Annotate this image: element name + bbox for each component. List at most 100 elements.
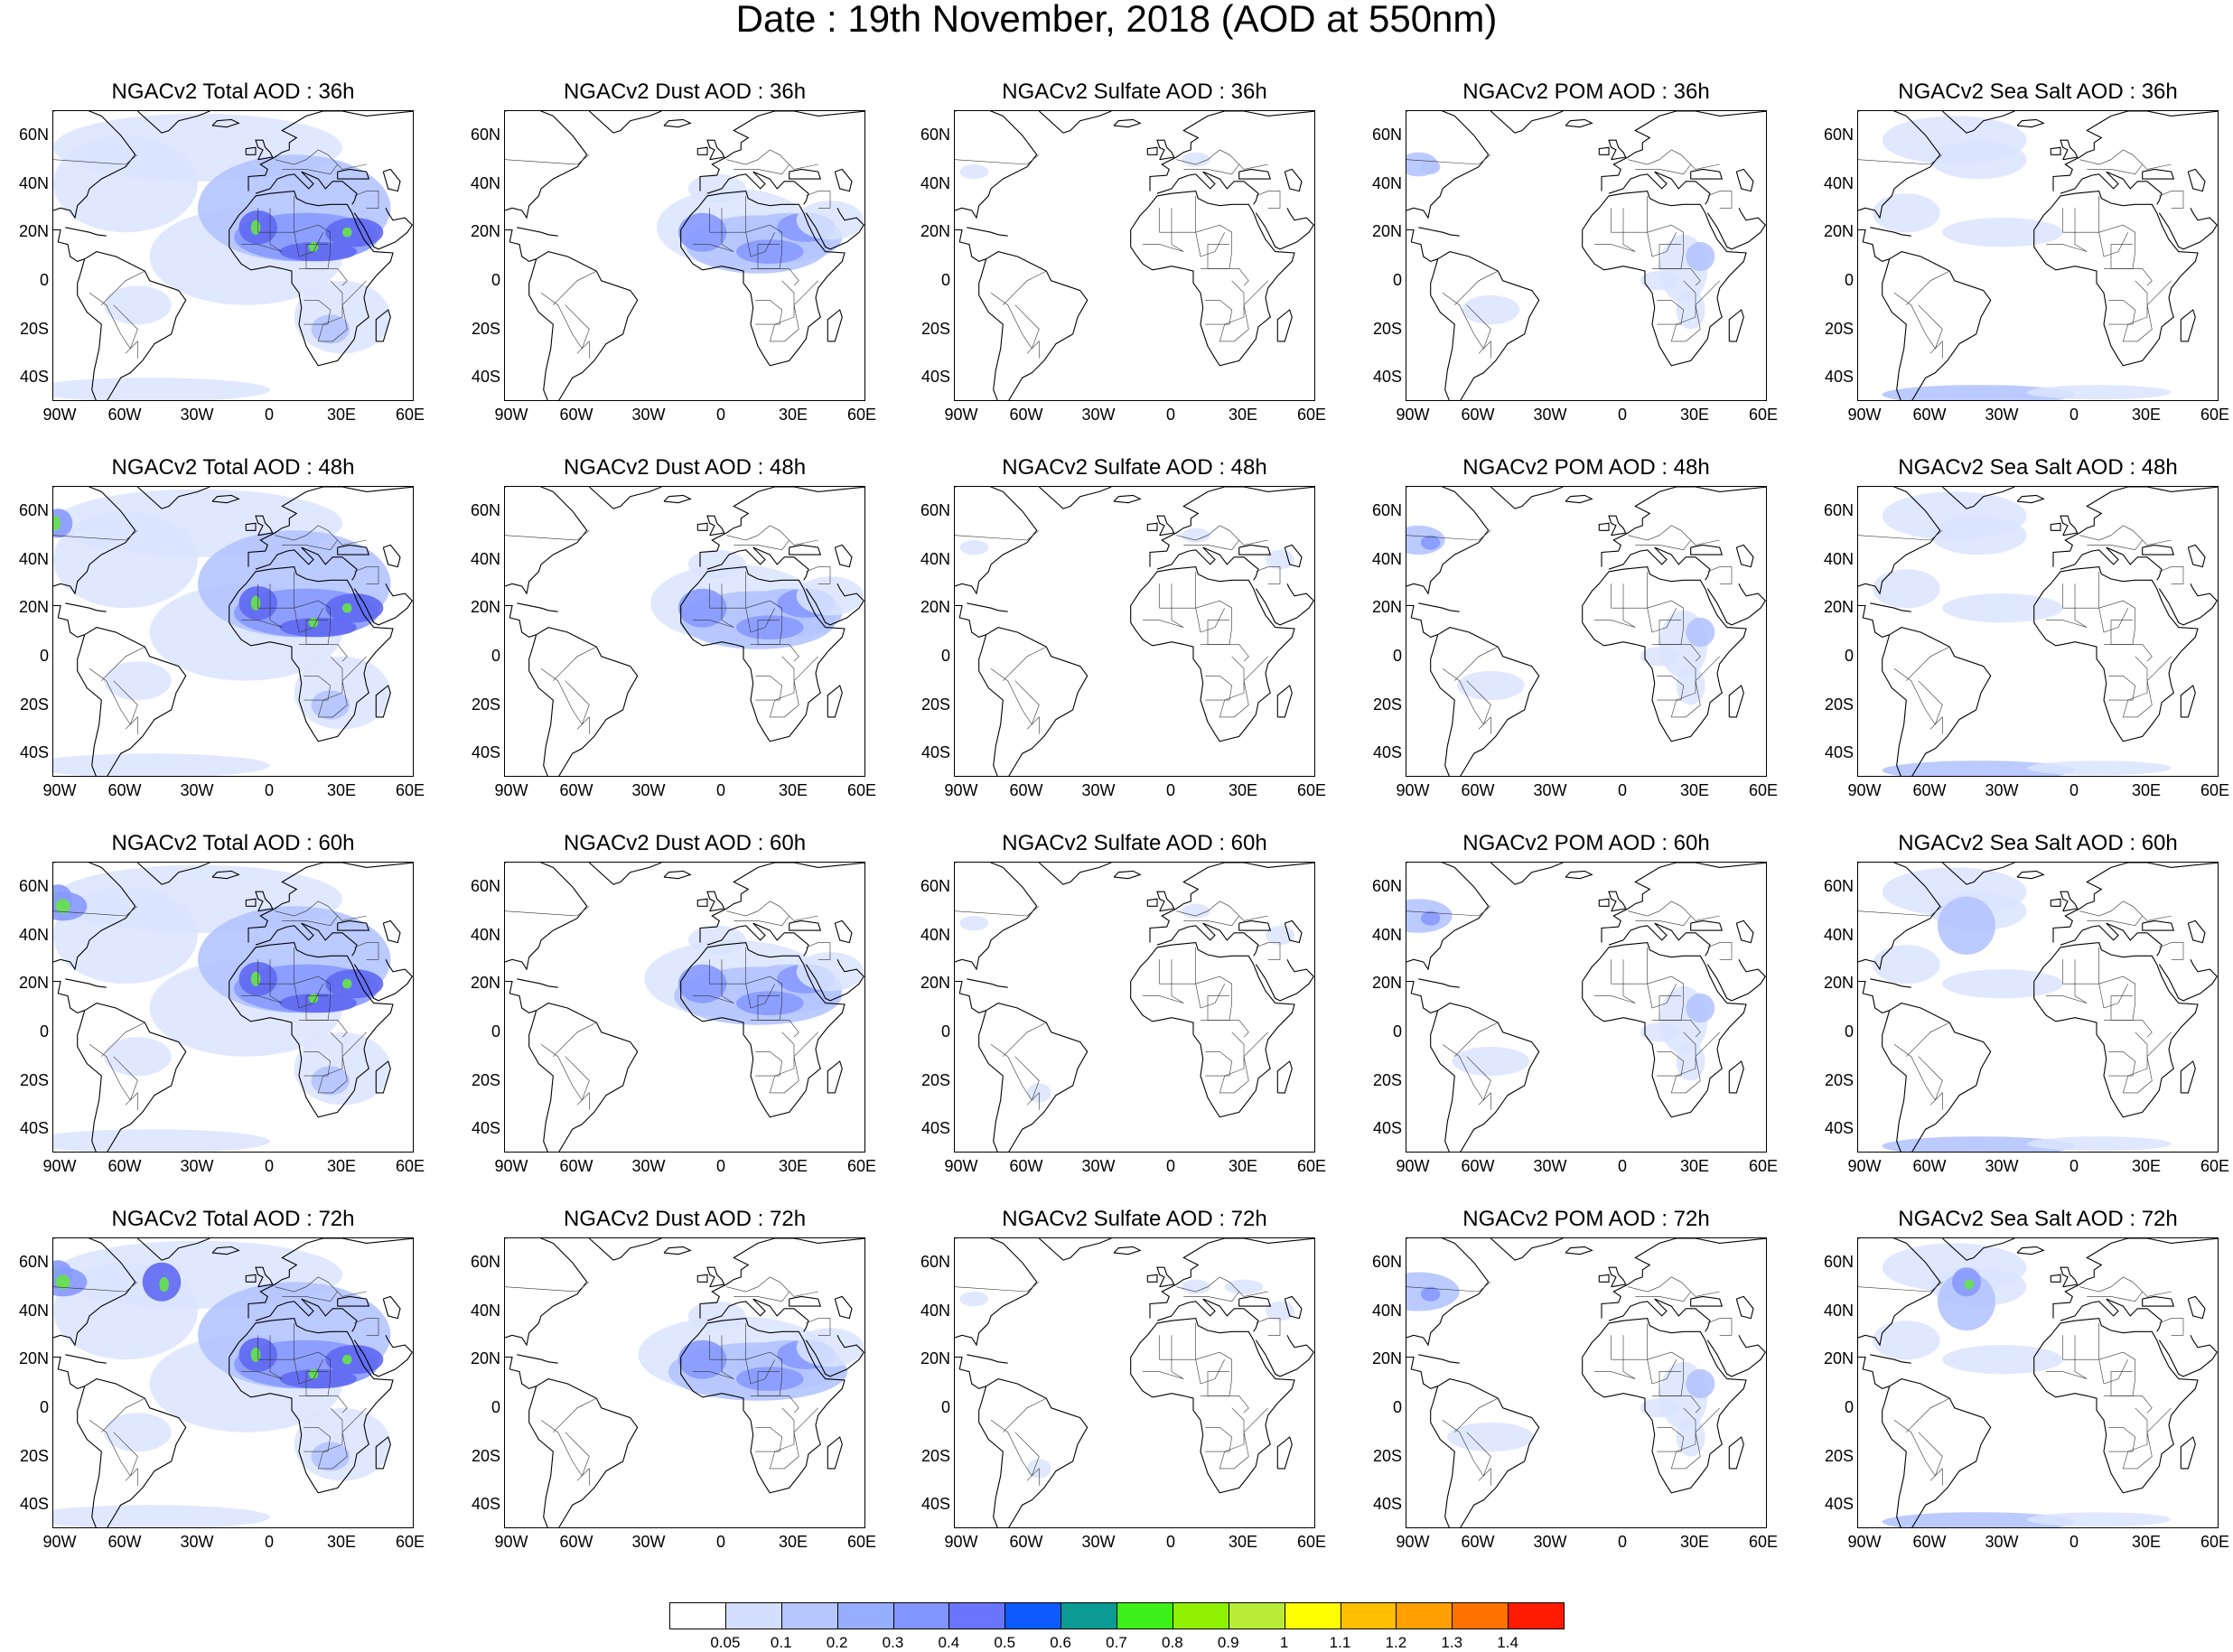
country-border bbox=[745, 947, 775, 1009]
latitude-axis: 60N 40N 20N 0 20S 40S bbox=[452, 1237, 500, 1528]
country-border bbox=[2159, 1318, 2184, 1336]
coastline bbox=[1156, 139, 1175, 161]
country-border bbox=[1647, 947, 1677, 1009]
aod-contour-light bbox=[53, 1129, 270, 1152]
longitude-tick-label: 30W bbox=[631, 1533, 666, 1551]
coastline bbox=[1406, 1238, 1490, 1347]
colorbar-swatch bbox=[780, 1602, 838, 1629]
latitude-tick-label: 60N bbox=[920, 125, 950, 144]
map-plot bbox=[53, 863, 413, 1152]
longitude-tick-label: 0 bbox=[264, 1533, 275, 1551]
country-border bbox=[1929, 1092, 1943, 1110]
latitude-tick-label: 20N bbox=[920, 1349, 950, 1368]
country-border bbox=[751, 1395, 799, 1414]
coastline bbox=[255, 515, 274, 537]
country-border bbox=[1929, 716, 1943, 734]
longitude-tick-label: 0 bbox=[264, 406, 275, 424]
panel-title: NGACv2 Sea Salt AOD : 36h bbox=[1898, 79, 2178, 104]
country-border bbox=[955, 1282, 1040, 1293]
coastlines bbox=[505, 487, 864, 776]
country-border bbox=[1858, 530, 1943, 541]
coastline bbox=[248, 1238, 413, 1319]
longitude-tick-label: 30W bbox=[631, 781, 666, 799]
coastline bbox=[255, 1298, 358, 1332]
coastline bbox=[2050, 1274, 2061, 1283]
latitude-tick-label: 20S bbox=[1824, 1446, 1854, 1465]
coastline bbox=[1255, 959, 1314, 1002]
coastline bbox=[1430, 251, 1540, 400]
coastline bbox=[353, 583, 413, 626]
coastline bbox=[229, 566, 394, 742]
country-border bbox=[576, 1092, 590, 1110]
coastlines bbox=[53, 111, 413, 400]
coastline bbox=[528, 1378, 639, 1527]
coastline bbox=[955, 980, 986, 1014]
coastline bbox=[2060, 139, 2079, 161]
longitude-tick-label: 90W bbox=[494, 1157, 528, 1175]
longitude-axis: 90W 60W 30W 0 30E 60E bbox=[1396, 1533, 1778, 1555]
country-border bbox=[1454, 646, 1499, 681]
longitude-tick-label: 0 bbox=[1617, 1533, 1628, 1551]
coastline bbox=[1706, 1335, 1766, 1377]
coastline bbox=[337, 1295, 370, 1307]
coastline bbox=[1490, 111, 1564, 134]
coastline bbox=[1238, 544, 1272, 555]
country-border bbox=[294, 195, 323, 257]
country-border bbox=[1657, 1427, 1685, 1452]
country-border bbox=[53, 906, 138, 917]
longitude-tick-label: 90W bbox=[42, 1533, 77, 1551]
map-plot bbox=[955, 863, 1314, 1152]
coastlines bbox=[1858, 487, 2218, 776]
country-border bbox=[726, 901, 818, 921]
country-border bbox=[2159, 942, 2184, 960]
latitude-tick-label: 20S bbox=[1372, 319, 1402, 338]
aod-contour-medium bbox=[1421, 159, 1441, 174]
longitude-tick-label: 90W bbox=[1396, 406, 1430, 424]
coastline bbox=[1156, 891, 1175, 912]
country-border bbox=[1195, 571, 1225, 633]
country-border bbox=[241, 1335, 283, 1379]
longitude-tick-label: 60W bbox=[1912, 406, 1947, 424]
country-border bbox=[751, 1020, 799, 1038]
coastline bbox=[1858, 487, 1941, 595]
country-border bbox=[1657, 676, 1685, 701]
coastline bbox=[680, 191, 846, 367]
country-border bbox=[299, 268, 348, 286]
coastline bbox=[1430, 627, 1540, 776]
aod-contour-light bbox=[1873, 945, 1940, 985]
country-border bbox=[125, 716, 138, 734]
latitude-tick-label: 20N bbox=[470, 1349, 500, 1368]
panel-title: NGACv2 Sea Salt AOD : 60h bbox=[1898, 831, 2178, 855]
latitude-tick-label: 60N bbox=[1823, 500, 1854, 519]
longitude-tick-label: 30W bbox=[1533, 781, 1567, 799]
colorbar-label: 1 bbox=[1279, 1634, 1289, 1651]
country-border bbox=[2087, 915, 2143, 927]
coastline bbox=[2187, 919, 2206, 944]
aod-contour-light bbox=[1942, 593, 2063, 623]
country-border bbox=[709, 583, 782, 645]
coastline bbox=[2033, 566, 2199, 742]
country-border bbox=[1858, 1282, 1943, 1293]
country-border bbox=[745, 1322, 775, 1385]
coastline bbox=[1146, 1274, 1158, 1283]
coastline bbox=[1858, 1356, 1890, 1390]
latitude-tick-label: 60N bbox=[18, 125, 49, 144]
longitude-tick-label: 30W bbox=[1985, 406, 2019, 424]
coastlines bbox=[955, 111, 1314, 400]
longitude-tick-label: 30W bbox=[631, 1157, 666, 1175]
coastline bbox=[1113, 870, 1142, 880]
coastline bbox=[1870, 1354, 1911, 1364]
aod-contour-hot bbox=[308, 241, 319, 252]
country-border bbox=[1652, 1020, 1701, 1038]
latitude-tick-label: 0 bbox=[1844, 270, 1854, 289]
coastline bbox=[1735, 168, 1754, 192]
latitude-tick-label: 40S bbox=[920, 368, 950, 387]
country-border bbox=[1219, 656, 1268, 718]
country-border bbox=[1143, 1335, 1184, 1379]
longitude-tick-label: 60W bbox=[107, 406, 142, 424]
coastline bbox=[1608, 171, 1711, 205]
country-border bbox=[2079, 901, 2172, 921]
country-border bbox=[2062, 583, 2135, 645]
coastline bbox=[663, 494, 692, 504]
longitude-axis: 90W 60W 30W 0 30E 60E bbox=[944, 1158, 1326, 1180]
